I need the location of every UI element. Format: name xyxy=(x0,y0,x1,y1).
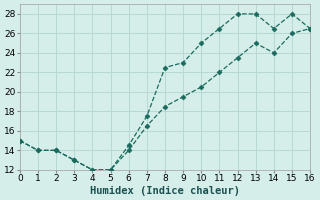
X-axis label: Humidex (Indice chaleur): Humidex (Indice chaleur) xyxy=(90,186,240,196)
